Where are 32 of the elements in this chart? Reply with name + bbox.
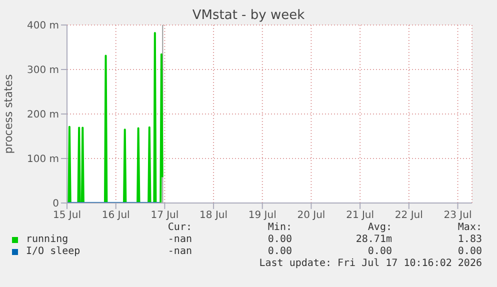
text: Avg: <box>366 222 392 234</box>
x-tick-label: 21 Jul <box>346 210 374 222</box>
text: Min: <box>266 222 292 234</box>
y-tick-label: 400 m <box>26 20 59 32</box>
text: Max: <box>456 222 482 234</box>
text: 1.83 <box>456 234 482 246</box>
x-tick-label: 23 Jul <box>444 210 472 222</box>
text: 0.00 <box>266 246 292 258</box>
legend-label: running <box>25 234 70 246</box>
x-tick-label: 18 Jul <box>200 210 228 222</box>
x-tick-label: 17 Jul <box>150 210 179 222</box>
text: 0.00 <box>456 246 482 258</box>
chart-title: VMstat - by week <box>192 8 305 23</box>
x-tick-label: 19 Jul <box>248 210 276 222</box>
legend-label: I/O sleep <box>25 246 82 258</box>
text: 0.00 <box>266 234 292 246</box>
line-series <box>67 32 164 203</box>
y-tick-label: 0 <box>52 198 59 210</box>
x-tick-label: 20 Jul <box>297 210 326 222</box>
text: 0.00 <box>366 246 392 258</box>
y-tick-label: 100 m <box>26 154 59 166</box>
x-tick-label: 15 Jul <box>53 210 81 222</box>
text: Cur: <box>166 222 192 234</box>
y-axis-title: process states <box>2 74 15 154</box>
y-tick-label: 300 m <box>26 65 59 76</box>
text: -nan <box>166 234 192 246</box>
x-tick-label: 16 Jul <box>102 210 130 222</box>
text: -nan <box>166 246 192 258</box>
x-tick-label: 22 Jul <box>394 210 423 222</box>
text: 28.71m <box>354 234 392 246</box>
y-tick-label: 200 m <box>26 110 59 121</box>
text: Last update: Fri Jul 17 10:16:02 2026 <box>258 258 482 270</box>
